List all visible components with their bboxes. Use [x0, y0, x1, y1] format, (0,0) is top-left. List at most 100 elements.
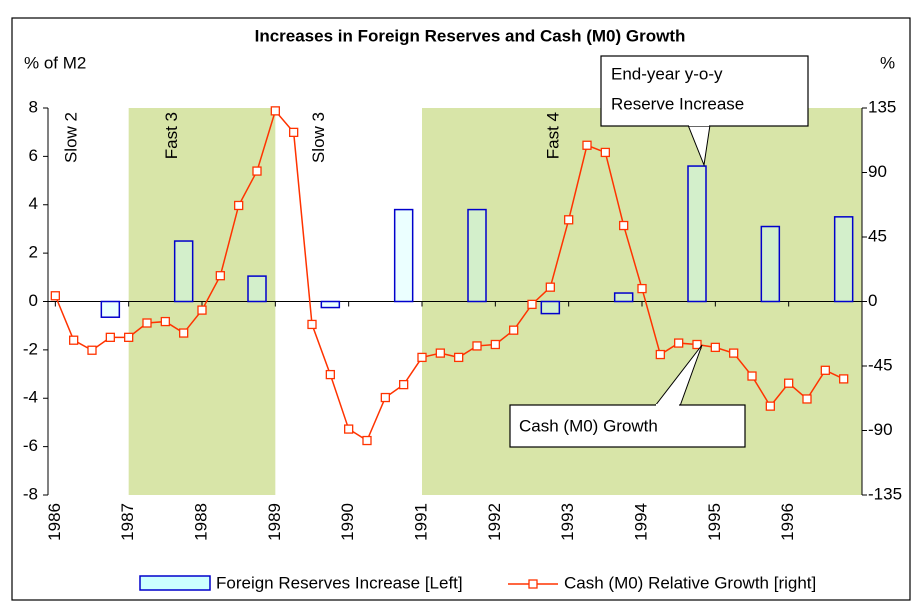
- callout-text: Cash (M0) Growth: [519, 416, 658, 435]
- data-marks: [50, 106, 854, 446]
- line-marker: [435, 348, 445, 358]
- bar: [100, 300, 121, 318]
- line-marker: [380, 392, 390, 403]
- phase-label: Slow 3: [309, 112, 328, 163]
- line-marker: [747, 371, 757, 381]
- line-marker: [729, 348, 739, 358]
- phase-label: Fast 3: [162, 112, 181, 159]
- line-marker: [765, 401, 775, 411]
- x-tick-label: 1993: [558, 503, 577, 541]
- y2-tick-label: 90: [868, 162, 887, 181]
- callout-text: Reserve Increase: [611, 94, 744, 113]
- line-marker: [252, 166, 262, 176]
- line-marker: [509, 325, 519, 335]
- line-marker: [417, 352, 427, 363]
- x-tick-label: 1995: [705, 503, 724, 541]
- line-marker: [362, 435, 372, 446]
- line-marker: [142, 318, 152, 328]
- callout-box: [600, 55, 809, 127]
- legend-swatch: [139, 575, 211, 591]
- legend: Foreign Reserves Increase [Left] Cash (M0…: [139, 573, 816, 592]
- bar: [320, 300, 341, 309]
- line-marker: [289, 127, 299, 138]
- line-marker: [454, 352, 464, 363]
- line-marker: [325, 369, 335, 380]
- line-marker: [527, 299, 537, 310]
- y-tick-label: 4: [29, 194, 38, 213]
- chart-title: Increases in Foreign Reserves and Cash (…: [255, 26, 686, 45]
- legend-label: Cash (M0) Relative Growth [right]: [564, 573, 816, 592]
- line-marker: [307, 319, 317, 330]
- y-tick-label: -2: [23, 339, 38, 358]
- bar: [760, 225, 781, 303]
- line-marker: [545, 282, 555, 292]
- line-marker: [802, 394, 812, 404]
- line-marker: [472, 341, 482, 351]
- line-marker: [490, 339, 500, 350]
- line-marker: [692, 339, 702, 350]
- bar: [687, 165, 707, 303]
- y-tick-label: 6: [29, 146, 38, 165]
- line-marker: [637, 283, 647, 294]
- line-marker: [69, 335, 79, 345]
- y-tick-label: 0: [29, 291, 38, 310]
- x-tick-label: 1990: [338, 503, 357, 541]
- callout-text: End-year y-o-y: [611, 64, 723, 83]
- x-tick-label: 1989: [265, 503, 284, 541]
- y2-tick-label: 135: [868, 97, 896, 116]
- legend-label: Foreign Reserves Increase [Left]: [216, 573, 463, 592]
- line-marker: [50, 291, 60, 301]
- line-marker: [124, 332, 134, 342]
- annotations: Increases in Foreign Reserves and Cash (…: [24, 26, 895, 448]
- line-marker: [839, 374, 849, 384]
- line-marker: [399, 379, 409, 390]
- bar: [833, 216, 854, 303]
- x-tick-label: 1996: [778, 503, 797, 541]
- line-marker: [215, 271, 225, 281]
- x-tick-label: 1987: [118, 503, 137, 541]
- line-marker: [179, 328, 189, 338]
- bar: [540, 300, 561, 315]
- y-tick-label: -6: [23, 436, 38, 455]
- y2-tick-label: -135: [868, 484, 902, 503]
- line-marker: [160, 316, 170, 327]
- y2-tick-label: -45: [868, 355, 893, 374]
- legend-marker: [528, 579, 538, 589]
- line-marker: [674, 338, 684, 348]
- y2-tick-label: -90: [868, 420, 893, 439]
- y-tick-label: -4: [23, 388, 38, 407]
- y2-tick-label: 45: [868, 226, 887, 245]
- line-marker: [270, 106, 280, 116]
- bar: [393, 208, 414, 303]
- line-marker: [655, 349, 665, 360]
- bar: [247, 275, 267, 303]
- line-marker: [197, 305, 207, 315]
- y-tick-label: -8: [23, 484, 38, 503]
- phase-label: Fast 4: [543, 112, 562, 159]
- x-tick-label: 1992: [485, 503, 504, 541]
- line-marker: [820, 365, 830, 375]
- axes: 8 6 4 2 0 -2 -4 -6 -8 135 90 45 0 -45 -90 -135 1986 1987 1…: [23, 97, 902, 540]
- y-tick-label: 2: [29, 243, 38, 262]
- x-tick-label: 1986: [45, 503, 64, 541]
- y2-tick-label: 0: [868, 291, 877, 310]
- line-marker: [564, 215, 574, 225]
- line-marker: [600, 147, 610, 158]
- x-tick-label: 1988: [191, 503, 210, 541]
- x-tick-label: 1991: [411, 503, 430, 541]
- y-tick-label: 8: [29, 97, 38, 116]
- line-marker: [344, 424, 354, 434]
- line-marker: [619, 220, 629, 231]
- line-marker: [710, 342, 720, 353]
- y-axis-label: % of M2: [24, 53, 86, 72]
- line-marker: [582, 140, 592, 150]
- bar: [613, 292, 634, 303]
- bar: [467, 208, 487, 303]
- line-marker: [87, 345, 97, 355]
- line-marker: [105, 332, 115, 342]
- phase-label: Slow 2: [62, 112, 81, 163]
- line-marker: [234, 200, 244, 211]
- callout-box: [509, 404, 746, 448]
- line-marker: [784, 378, 794, 388]
